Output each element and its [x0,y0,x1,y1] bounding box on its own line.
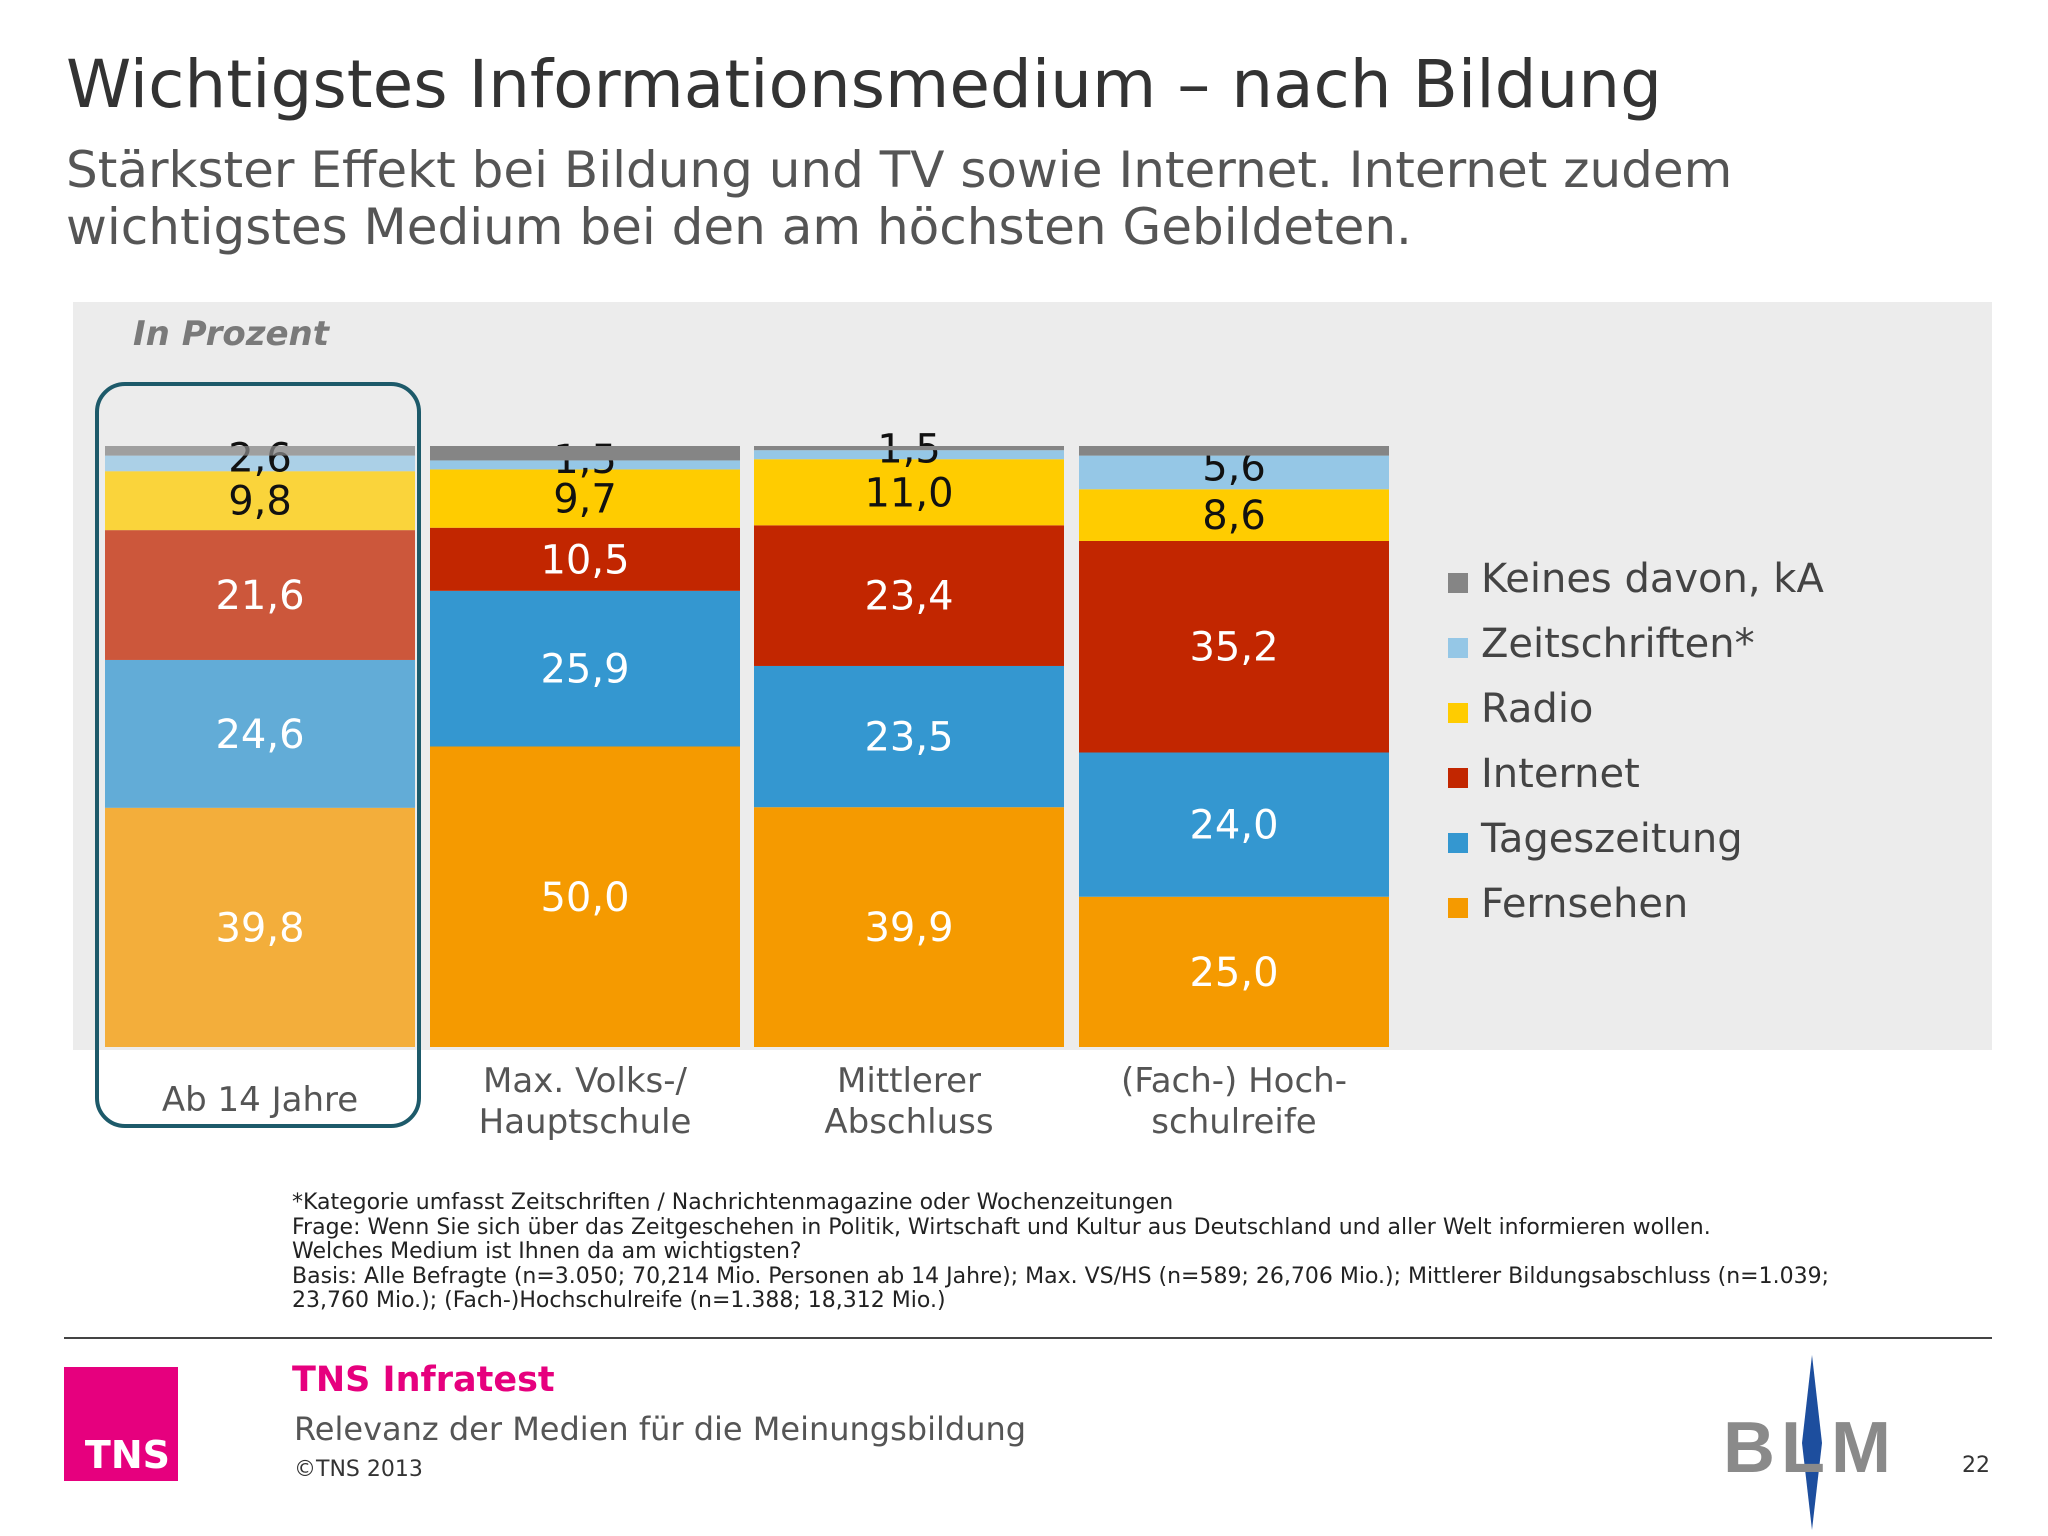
bar-segment-keines-davon-ka-0 [105,446,415,456]
footnote-question-cont: Welches Medium ist Ihnen da am wichtigst… [292,1239,802,1264]
data-label-tageszeitung-2: 23,5 [864,715,953,761]
bar-segment-zeitschriften-0 [105,455,415,472]
bar-segment-zeitschriften-1 [430,460,740,470]
data-label-fernsehen-2: 39,9 [864,905,953,951]
bar-segment-zeitschriften-3 [1079,455,1389,490]
data-label-internet-1: 10,5 [540,537,629,583]
data-label-radio-0: 9,8 [228,479,292,525]
legend-label-fernsehen: Fernsehen [1481,881,1689,927]
data-label-fernsehen-0: 39,8 [215,905,304,951]
bar-segment-tageszeitung-2 [754,665,1064,808]
footer-divider [64,1337,1992,1339]
legend-swatch-keines [1448,573,1468,593]
data-label-internet-2: 23,4 [864,574,953,620]
footnotes: *Kategorie umfasst Zeitschriften / Nachr… [292,1190,2012,1314]
legend-label-zeitschriften: Zeitschriften* [1481,621,1755,667]
bar-segment-zeitschriften-2 [754,450,1064,460]
bar-segment-keines-davon-ka-2 [754,446,1064,451]
data-label-internet-3: 35,2 [1189,625,1278,671]
unit-label: In Prozent [133,314,329,354]
blm-logo-needle [1802,1355,1822,1530]
bar-segment-fernsehen-2 [754,807,1064,1047]
category-label-hochschulreife: (Fach-) Hoch- schulreife [1121,1061,1347,1142]
legend-label-keines: Keines davon, kA [1481,556,1824,602]
bar-segment-fernsehen-0 [105,807,415,1047]
bar-segment-fernsehen-1 [430,746,740,1047]
blm-logo: BLM [1723,1355,1897,1530]
bar-segment-radio-2 [754,459,1064,526]
bar-segment-keines-davon-ka-3 [1079,446,1389,456]
legend-swatch-internet [1448,768,1468,788]
legend-swatch-radio [1448,703,1468,723]
category-label-mittlerer-abschluss: Mittlerer Abschluss [824,1061,994,1142]
company-name: TNS Infratest [292,1360,555,1400]
data-label-fernsehen-3: 25,0 [1189,950,1278,996]
data-label-radio-1: 9,7 [553,477,617,523]
tns-logo-text: TNS [84,1433,170,1477]
bar-segment-keines-davon-ka-1 [430,446,740,461]
bar-segment-internet-3 [1079,540,1389,753]
data-label-tageszeitung-0: 24,6 [215,712,304,758]
legend-label-internet: Internet [1481,751,1640,797]
bar-segment-internet-0 [105,530,415,660]
data-label-fernsehen-1: 50,0 [540,875,629,921]
stacked-bar-chart: 39,824,621,69,82,650,025,910,59,71,539,9… [105,427,1389,1047]
legend-swatch-zeitschriften [1448,638,1468,658]
bar-segment-radio-0 [105,471,415,531]
page-number: 22 [1962,1453,1990,1478]
data-label-radio-2: 11,0 [864,470,953,516]
footnote-question: Frage: Wenn Sie sich über das Zeitgesche… [292,1214,1711,1240]
data-label-internet-0: 21,6 [215,573,304,619]
tns-logo: TNS [64,1367,178,1481]
bar-segment-radio-1 [430,469,740,528]
bar-segment-fernsehen-3 [1079,896,1389,1047]
report-title: Relevanz der Medien für die Meinungsbild… [294,1410,1027,1448]
category-label-ab-14-jahre: Ab 14 Jahre [161,1080,359,1120]
blm-logo-text: BLM [1723,1408,1897,1488]
copyright: ©TNS 2013 [294,1457,423,1482]
footnote-basis-cont: 23,760 Mio.); (Fach-)Hochschulreife (n=1… [292,1288,946,1313]
page-title: Wichtigstes Informationsmedium – nach Bi… [66,46,1663,123]
legend-label-tageszeitung: Tageszeitung [1481,816,1743,862]
bar-segment-tageszeitung-3 [1079,752,1389,897]
data-label-zeitschriften-0: 2,6 [228,435,292,481]
legend-swatch-fernsehen [1448,898,1468,918]
data-label-tageszeitung-1: 25,9 [540,647,629,693]
data-label-radio-3: 8,6 [1202,493,1266,539]
footnote-category: *Kategorie umfasst Zeitschriften / Nachr… [292,1190,1174,1215]
bar-segment-internet-2 [754,525,1064,666]
bar-segment-internet-1 [430,527,740,591]
page-subtitle: Stärkster Effekt bei Bildung und TV sowi… [66,141,1733,256]
bar-segment-radio-3 [1079,489,1389,541]
category-label-hauptschule: Max. Volks-/ Hauptschule [478,1061,692,1142]
legend-label-radio: Radio [1481,686,1594,732]
bar-segment-tageszeitung-0 [105,659,415,808]
data-label-tageszeitung-3: 24,0 [1189,803,1278,849]
footnote-basis: Basis: Alle Befragte (n=3.050; 70,214 Mi… [292,1263,1830,1289]
legend-swatch-tageszeitung [1448,833,1468,853]
bar-segment-tageszeitung-1 [430,590,740,747]
